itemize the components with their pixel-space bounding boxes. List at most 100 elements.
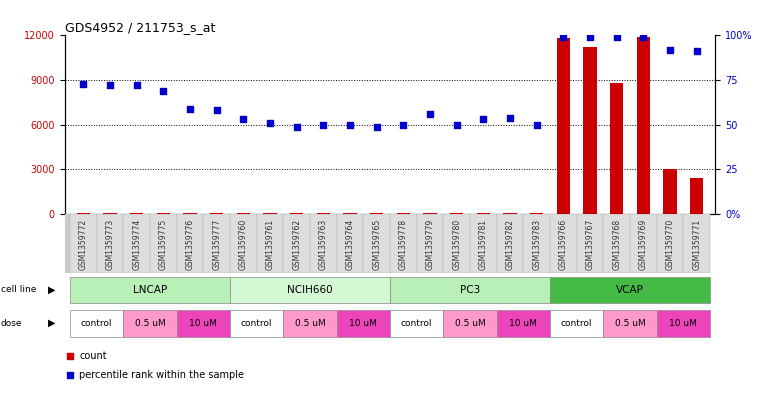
Text: GSM1359781: GSM1359781 <box>479 219 488 270</box>
Text: GSM1359761: GSM1359761 <box>266 219 275 270</box>
Bar <box>690 178 703 214</box>
Bar <box>256 214 283 273</box>
Bar <box>203 214 230 273</box>
Bar <box>557 39 570 214</box>
Text: VCAP: VCAP <box>616 285 644 295</box>
Bar <box>317 213 330 214</box>
Bar <box>70 310 123 336</box>
Bar <box>310 214 336 273</box>
Text: GSM1359776: GSM1359776 <box>186 219 195 270</box>
Bar <box>683 214 710 273</box>
Text: control: control <box>401 319 432 328</box>
Bar <box>343 213 357 214</box>
Bar <box>70 214 97 273</box>
Point <box>530 122 543 128</box>
Text: 0.5 uM: 0.5 uM <box>454 319 486 328</box>
Bar <box>550 310 603 336</box>
Bar <box>603 310 657 336</box>
Bar <box>603 214 630 273</box>
Bar <box>237 213 250 214</box>
Text: NCIH660: NCIH660 <box>287 285 333 295</box>
Bar <box>657 310 710 336</box>
Bar <box>497 214 524 273</box>
Bar <box>230 214 256 273</box>
Bar <box>336 214 363 273</box>
Text: GSM1359774: GSM1359774 <box>132 219 142 270</box>
Point <box>397 122 409 128</box>
Bar <box>524 214 550 273</box>
Point <box>264 120 276 126</box>
Bar <box>123 310 177 336</box>
Bar <box>657 214 683 273</box>
Text: GSM1359779: GSM1359779 <box>425 219 435 270</box>
Bar <box>630 214 657 273</box>
Bar <box>610 83 623 214</box>
Text: GSM1359780: GSM1359780 <box>452 219 461 270</box>
Bar <box>230 277 390 303</box>
Point <box>184 106 196 112</box>
Point <box>78 81 90 87</box>
Text: dose: dose <box>1 319 22 328</box>
Text: 10 uM: 10 uM <box>670 319 697 328</box>
Bar <box>283 310 336 336</box>
Text: 10 uM: 10 uM <box>189 319 218 328</box>
Bar <box>150 214 177 273</box>
Point <box>211 107 223 114</box>
Bar <box>444 214 470 273</box>
Bar <box>417 214 444 273</box>
Point <box>610 34 622 40</box>
Bar <box>503 213 517 214</box>
Text: GSM1359783: GSM1359783 <box>532 219 541 270</box>
Text: ▶: ▶ <box>48 285 56 295</box>
Bar <box>450 213 463 214</box>
Point <box>291 123 303 130</box>
Text: GSM1359766: GSM1359766 <box>559 219 568 270</box>
Bar <box>584 47 597 214</box>
Bar <box>370 213 384 214</box>
Text: GSM1359770: GSM1359770 <box>666 219 674 270</box>
Bar <box>290 213 304 214</box>
Point <box>690 48 702 55</box>
Bar <box>444 310 497 336</box>
Text: GSM1359767: GSM1359767 <box>585 219 594 270</box>
Text: cell line: cell line <box>1 285 36 294</box>
Bar <box>77 213 90 214</box>
Text: GSM1359771: GSM1359771 <box>693 219 701 270</box>
Text: 0.5 uM: 0.5 uM <box>615 319 645 328</box>
Text: GDS4952 / 211753_s_at: GDS4952 / 211753_s_at <box>65 21 215 34</box>
Text: GSM1359765: GSM1359765 <box>372 219 381 270</box>
Text: control: control <box>561 319 592 328</box>
Point <box>237 116 250 123</box>
Bar <box>423 213 437 214</box>
Point <box>131 82 143 88</box>
Text: 0.5 uM: 0.5 uM <box>135 319 165 328</box>
Point <box>344 122 356 128</box>
Point <box>557 34 569 40</box>
Text: percentile rank within the sample: percentile rank within the sample <box>79 370 244 380</box>
Text: GSM1359772: GSM1359772 <box>79 219 88 270</box>
Point <box>371 123 383 130</box>
Text: PC3: PC3 <box>460 285 480 295</box>
Point <box>63 372 75 378</box>
Bar <box>283 214 310 273</box>
Text: GSM1359763: GSM1359763 <box>319 219 328 270</box>
Text: GSM1359764: GSM1359764 <box>345 219 355 270</box>
Text: GSM1359769: GSM1359769 <box>638 219 648 270</box>
Bar <box>637 37 650 214</box>
Point <box>424 111 436 117</box>
Text: control: control <box>81 319 113 328</box>
Bar <box>210 213 223 214</box>
Bar <box>577 214 603 273</box>
Text: 10 uM: 10 uM <box>509 319 537 328</box>
Point <box>584 34 596 40</box>
Bar <box>130 213 143 214</box>
Bar <box>396 213 410 214</box>
Text: ▶: ▶ <box>48 318 56 328</box>
Text: GSM1359778: GSM1359778 <box>399 219 408 270</box>
Text: GSM1359768: GSM1359768 <box>612 219 621 270</box>
Text: LNCAP: LNCAP <box>133 285 167 295</box>
Bar <box>263 213 277 214</box>
Bar <box>97 214 123 273</box>
Bar <box>123 214 150 273</box>
Bar <box>103 213 116 214</box>
